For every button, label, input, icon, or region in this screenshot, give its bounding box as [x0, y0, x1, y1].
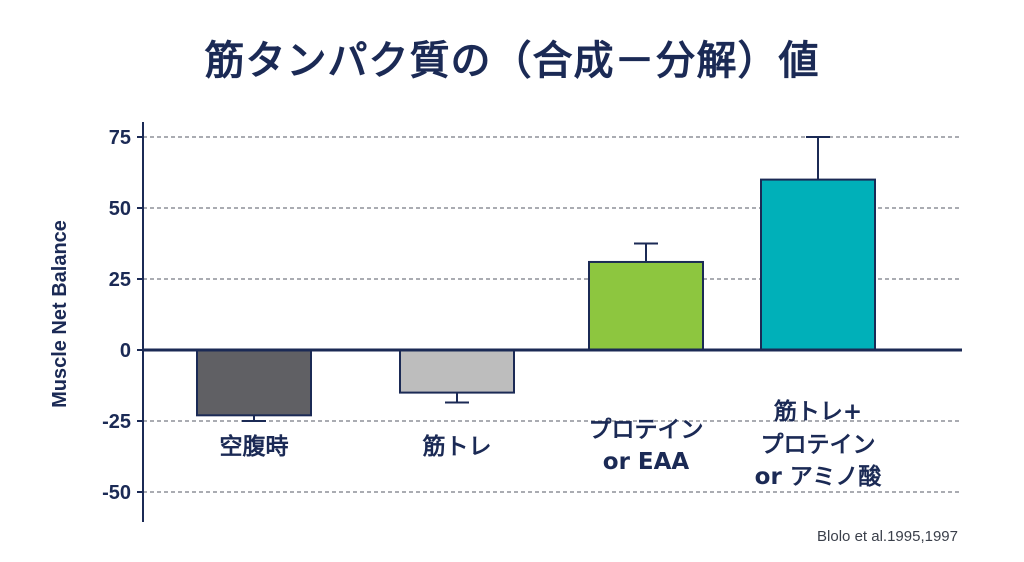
- bar-3: [588, 260, 704, 351]
- citation-text: Blolo et al.1995,1997: [817, 528, 958, 545]
- category-label-4: or アミノ酸: [755, 464, 883, 490]
- category-label-1: 空腹時: [220, 433, 289, 460]
- y-tick-label: 50: [109, 198, 131, 220]
- category-label-2: 筋トレ: [423, 433, 492, 460]
- category-label-4: プロテイン: [761, 432, 876, 458]
- y-axis-title: Muscle Net Balance: [49, 220, 71, 408]
- bar-4: [760, 178, 876, 351]
- category-label-4: 筋トレ+: [774, 398, 862, 425]
- bar-2: [399, 349, 515, 394]
- y-tick-label: 75: [109, 127, 131, 149]
- y-tick-label: -50: [102, 482, 131, 504]
- y-tick-label: -25: [102, 411, 131, 433]
- chart-title: 筋タンパク質の（合成－分解）値: [204, 38, 820, 84]
- y-tick-label: 25: [109, 269, 131, 291]
- category-label-3: プロテイン: [589, 417, 704, 443]
- category-label-3: or EAA: [603, 449, 690, 475]
- y-tick-label: 0: [120, 340, 131, 362]
- bar-1: [196, 349, 312, 417]
